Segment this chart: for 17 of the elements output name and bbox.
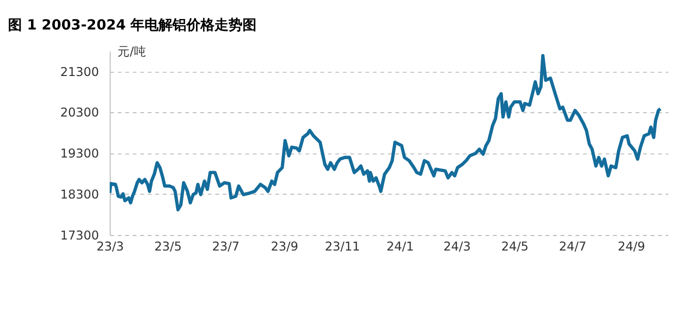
y-tick-label: 18300 — [60, 187, 99, 202]
y-tick-label: 19300 — [60, 146, 99, 161]
chart-title: 图 1 2003-2024 年电解铝价格走势图 — [8, 18, 257, 34]
x-tick-label: 23/3 — [96, 240, 124, 254]
y-axis-title: 元/吨 — [118, 44, 146, 58]
x-tick-label: 24/7 — [558, 240, 586, 254]
y-tick-label: 21300 — [60, 64, 99, 79]
x-tick-label: 23/11 — [324, 240, 360, 254]
y-tick-label: 17300 — [60, 228, 99, 242]
x-tick-label: 23/5 — [154, 240, 182, 254]
x-tick-label: 24/5 — [501, 240, 529, 254]
x-tick-label: 24/9 — [618, 240, 646, 254]
x-tick-label: 24/3 — [443, 240, 471, 254]
x-tick-label: 23/7 — [212, 240, 240, 254]
x-tick-label: 23/9 — [270, 240, 298, 254]
y-tick-label: 20300 — [60, 106, 99, 120]
x-tick-label: 24/1 — [386, 240, 414, 254]
